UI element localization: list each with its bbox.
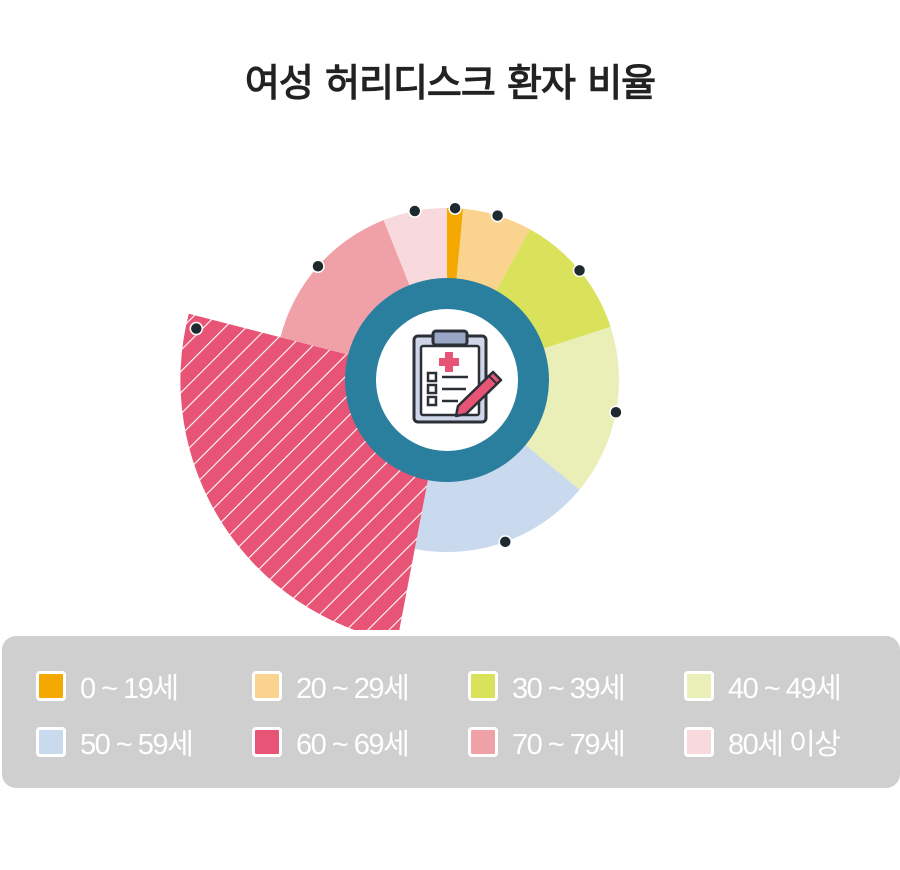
legend-label: 20 ~ 29세: [296, 665, 408, 707]
legend-label: 50 ~ 59세: [80, 721, 192, 763]
legend-swatch: [36, 671, 66, 701]
slice-marker-5: [499, 536, 511, 548]
legend-item: 40 ~ 49세: [684, 666, 840, 706]
legend-label: 30 ~ 39세: [512, 665, 624, 707]
legend-label: 40 ~ 49세: [728, 665, 840, 707]
legend-swatch: [684, 671, 714, 701]
slice-marker-2: [492, 210, 504, 222]
legend-label: 70 ~ 79세: [512, 721, 624, 763]
legend-label: 60 ~ 69세: [296, 721, 408, 763]
slice-marker-1: [449, 202, 461, 214]
legend-item: 30 ~ 39세: [468, 666, 624, 706]
legend-item: 70 ~ 79세: [468, 722, 624, 762]
slice-marker-4: [610, 406, 622, 418]
legend-swatch: [36, 727, 66, 757]
legend-item: 80세 이상: [684, 722, 839, 762]
legend-swatch: [468, 727, 498, 757]
slice-marker-7: [312, 260, 324, 272]
slice-marker-8: [409, 205, 421, 217]
legend-swatch: [252, 671, 282, 701]
legend-label: 0 ~ 19세: [80, 665, 178, 707]
legend-item: 50 ~ 59세: [36, 722, 192, 762]
legend-item: 20 ~ 29세: [252, 666, 408, 706]
legend-swatch: [252, 727, 282, 757]
slice-marker-6: [190, 323, 202, 335]
legend-item: 60 ~ 69세: [252, 722, 408, 762]
legend-label: 80세 이상: [728, 721, 839, 763]
legend-swatch: [684, 727, 714, 757]
slice-marker-3: [574, 264, 586, 276]
legend-swatch: [468, 671, 498, 701]
legend: 0 ~ 19세 20 ~ 29세 30 ~ 39세 40 ~ 49세 50 ~ 59세 6…: [2, 636, 900, 788]
radial-pie-chart: [0, 0, 900, 630]
legend-item: 0 ~ 19세: [36, 666, 178, 706]
